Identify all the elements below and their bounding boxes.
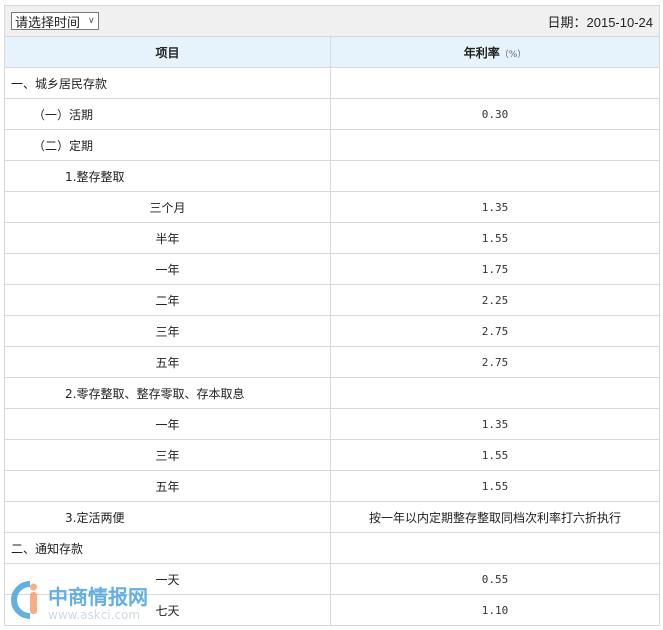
time-select-value: 请选择时间 xyxy=(15,15,81,31)
row-rate: 0.55 xyxy=(330,563,659,595)
table-row: 一年 1.75 xyxy=(5,253,659,285)
row-rate xyxy=(330,377,659,409)
table-row: 七天 1.10 xyxy=(5,594,659,626)
row-item: 半年 xyxy=(5,222,331,254)
row-item: 三年 xyxy=(5,439,331,471)
row-item: 一天 xyxy=(5,563,331,595)
row-rate: 2.25 xyxy=(330,284,659,316)
row-item: 一年 xyxy=(5,408,331,440)
table-row: 半年 1.55 xyxy=(5,222,659,254)
table-row: 一、城乡居民存款 xyxy=(5,67,659,99)
row-item: 七天 xyxy=(5,594,331,626)
row-item: 1.整存整取 xyxy=(5,160,331,192)
row-rate: 1.55 xyxy=(330,439,659,471)
svg-text:www.askci.com: www.askci.com xyxy=(48,608,140,622)
row-item: （一）活期 xyxy=(5,98,331,130)
row-rate xyxy=(330,532,659,564)
row-item: 3.定活两便 xyxy=(5,501,331,533)
date-label: 日期：2015-10-24 xyxy=(547,14,654,30)
row-rate: 1.75 xyxy=(330,253,659,285)
row-item: （二）定期 xyxy=(5,129,331,161)
row-rate: 2.75 xyxy=(330,315,659,347)
row-item: 二、通知存款 xyxy=(5,532,331,564)
row-item: 一、城乡居民存款 xyxy=(5,67,331,99)
row-item: 二年 xyxy=(5,284,331,316)
row-rate xyxy=(330,160,659,192)
row-item: 三个月 xyxy=(5,191,331,223)
header-rate: 年利率（%） xyxy=(330,37,659,68)
toolbar: 请选择时间 ∨ 日期：2015-10-24 xyxy=(5,6,659,37)
row-rate xyxy=(330,67,659,99)
rate-table: 项目 年利率（%） 一、城乡居民存款 （一）活期 0.30 （二）定期 1.整存整取 三个… xyxy=(5,37,659,626)
row-rate: 1.10 xyxy=(330,594,659,626)
header-item: 项目 xyxy=(5,37,331,68)
row-item: 一年 xyxy=(5,253,331,285)
row-item: 三年 xyxy=(5,315,331,347)
svg-text:中商情报网: 中商情报网 xyxy=(48,585,148,609)
row-rate: 1.35 xyxy=(330,408,659,440)
row-rate: 1.55 xyxy=(330,470,659,502)
row-item: 五年 xyxy=(5,346,331,378)
table-row: （二）定期 xyxy=(5,129,659,161)
row-rate: 按一年以内定期整存整取同档次利率打六折执行 xyxy=(330,501,659,533)
row-item: 五年 xyxy=(5,470,331,502)
table-header: 项目 年利率（%） xyxy=(5,37,659,68)
table-row: 三年 1.55 xyxy=(5,439,659,471)
chevron-down-icon: ∨ xyxy=(88,16,95,26)
table-row: 二、通知存款 xyxy=(5,532,659,564)
table-row: 一天 0.55 xyxy=(5,563,659,595)
table-row: 五年 1.55 xyxy=(5,470,659,502)
time-select[interactable]: 请选择时间 ∨ xyxy=(11,12,99,31)
table-row: 三年 2.75 xyxy=(5,315,659,347)
rate-panel: 请选择时间 ∨ 日期：2015-10-24 项目 年利率（%） 一、城乡居民存款… xyxy=(4,5,660,626)
table-row: 二年 2.25 xyxy=(5,284,659,316)
row-rate: 2.75 xyxy=(330,346,659,378)
table-row: 五年 2.75 xyxy=(5,346,659,378)
table-row: 3.定活两便 按一年以内定期整存整取同档次利率打六折执行 xyxy=(5,501,659,533)
row-rate: 1.55 xyxy=(330,222,659,254)
table-row: 三个月 1.35 xyxy=(5,191,659,223)
header-rate-unit: （%） xyxy=(499,49,527,60)
row-rate: 1.35 xyxy=(330,191,659,223)
watermark-logo: 中商情报网 www.askci.com xyxy=(8,578,168,625)
table-row: 1.整存整取 xyxy=(5,160,659,192)
table-row: 2.零存整取、整存零取、存本取息 xyxy=(5,377,659,409)
row-rate: 0.30 xyxy=(330,98,659,130)
table-row: 一年 1.35 xyxy=(5,408,659,440)
header-rate-label: 年利率 xyxy=(463,45,500,60)
table-row: （一）活期 0.30 xyxy=(5,98,659,130)
row-item: 2.零存整取、整存零取、存本取息 xyxy=(5,377,331,409)
row-rate xyxy=(330,129,659,161)
